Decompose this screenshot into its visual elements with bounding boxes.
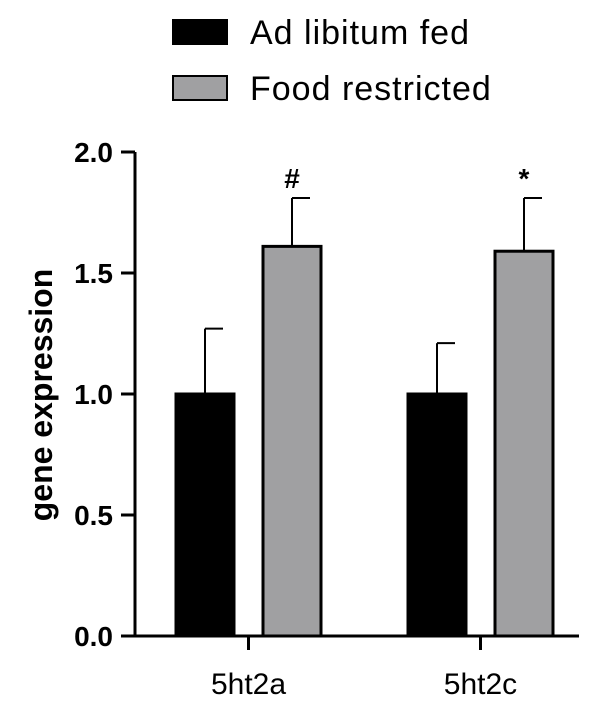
x-tick-label: 5ht2c (444, 668, 517, 701)
y-tick-label: 0.5 (74, 500, 113, 531)
bar-5ht2c-ad-libitum (406, 392, 468, 638)
y-tick-label: 1.5 (74, 258, 113, 289)
bars: # * (174, 163, 555, 638)
bar-5ht2c-food-restricted (493, 249, 555, 638)
legend-swatch-ad-libitum (172, 19, 228, 45)
bar-5ht2a-ad-libitum (174, 392, 236, 638)
bar-5ht2a-food-restricted (261, 244, 323, 638)
x-ticks: 5ht2a 5ht2c (211, 636, 517, 701)
y-tick-label: 2.0 (74, 137, 113, 168)
legend-label-ad-libitum: Ad libitum fed (250, 14, 470, 52)
y-ticks: 0.0 0.5 1.0 1.5 2.0 (74, 137, 135, 652)
x-tick-label: 5ht2a (211, 668, 286, 701)
legend: Ad libitum fed Food restricted (172, 14, 492, 108)
y-tick-label: 1.0 (74, 379, 113, 410)
y-axis-title: gene expression (23, 269, 59, 522)
significance-marker: * (519, 163, 530, 194)
significance-marker: # (284, 163, 300, 194)
y-tick-label: 0.0 (74, 621, 113, 652)
legend-label-food-restricted: Food restricted (250, 70, 492, 108)
legend-swatch-food-restricted (172, 75, 228, 101)
